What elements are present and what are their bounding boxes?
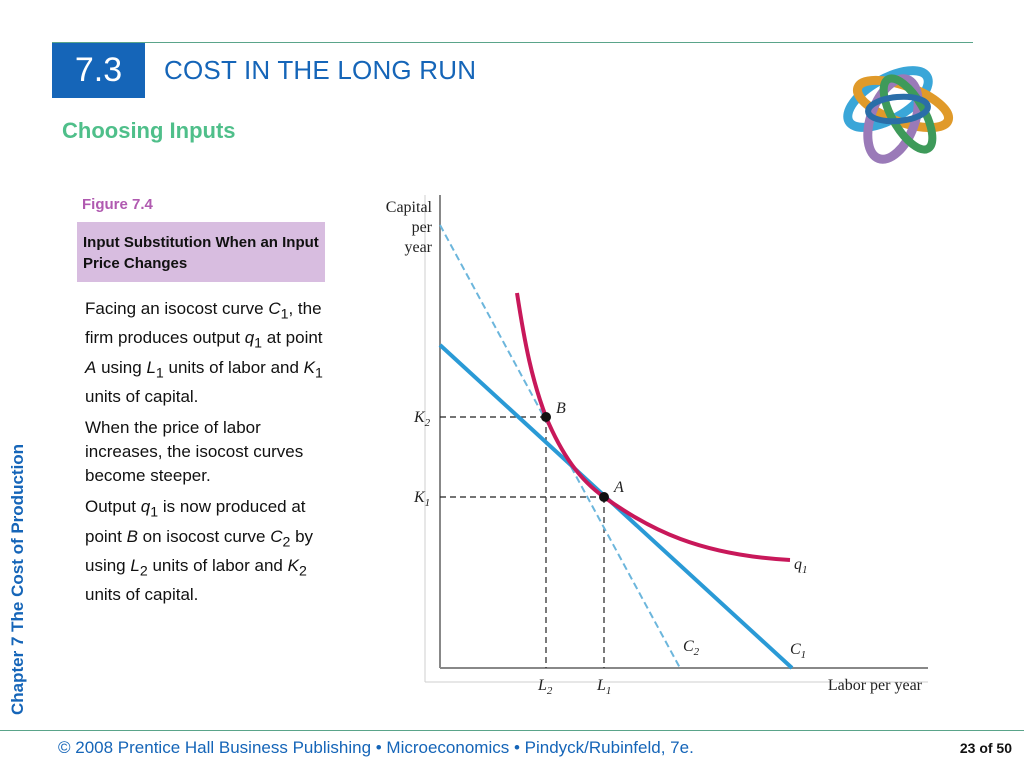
x-axis-label: Labor per year [828,677,923,694]
slide-title: COST IN THE LONG RUN [164,55,477,85]
tick-K2: K2 [413,409,431,429]
figure-caption: Input Substitution When an Input Price C… [77,222,325,282]
page-number: 23 of 50 [959,740,1012,756]
point-B-label: B [556,400,566,417]
chapter-sidebar: Chapter 7 The Cost of Production [8,443,27,715]
isoquant-q1-curve [515,292,791,562]
point-B-marker [541,412,551,422]
rings-logo-icon [843,66,954,164]
paragraph-1: Facing an isocost curve C1, the firm pro… [85,299,323,407]
point-A-label: A [613,479,624,496]
paragraph-2: When the price of labor increases, the i… [85,418,304,486]
header-rule [52,42,973,43]
figure-label: Figure 7.4 [82,196,153,213]
isocost-C1-label: C1 [790,641,806,661]
y-axis-label-line-2: per [412,219,433,236]
paragraph-3: Output q1 is now produced at point B on … [85,497,314,605]
slide-subtitle: Choosing Inputs [62,118,236,143]
tick-K1: K1 [413,489,430,509]
isoquant-q1-label: q1 [794,556,808,576]
y-axis-label-line-3: year [404,239,432,256]
isocost-C2-line [439,224,681,669]
footer-rule [0,730,1024,731]
tick-L1: L1 [596,677,611,697]
isocost-C2-label: C2 [683,638,700,658]
y-axis-label-line-1: Capital [386,199,433,216]
footer-credits: © 2008 Prentice Hall Business Publishing… [58,738,694,757]
input-substitution-diagram: Capital per year Labor per year K2 K1 L2… [386,195,928,697]
point-A-marker [599,492,609,502]
tick-L2: L2 [537,677,553,697]
figure-description: Facing an isocost curve C1, the firm pro… [85,297,325,614]
section-number: 7.3 [52,43,145,98]
